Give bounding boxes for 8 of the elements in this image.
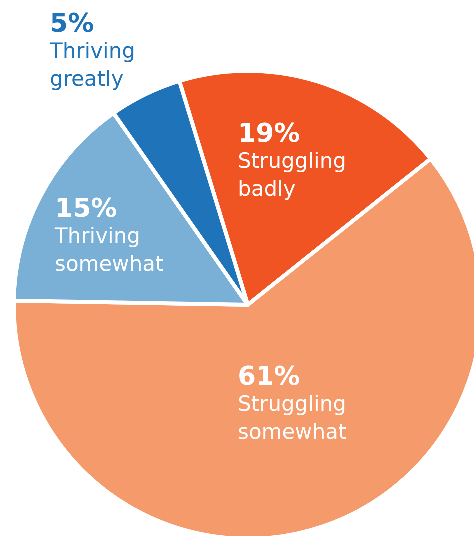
data-label: 5% [50, 9, 94, 39]
data-label: 61% [238, 362, 300, 392]
slice-label: Thriving greatly [49, 39, 136, 91]
slice-label: Struggling badly [238, 149, 346, 201]
slice-label: Thriving somewhat [54, 224, 164, 276]
slice-label: Struggling somewhat [238, 392, 347, 444]
data-label: 15% [55, 194, 118, 224]
data-label: 19% [238, 119, 300, 149]
